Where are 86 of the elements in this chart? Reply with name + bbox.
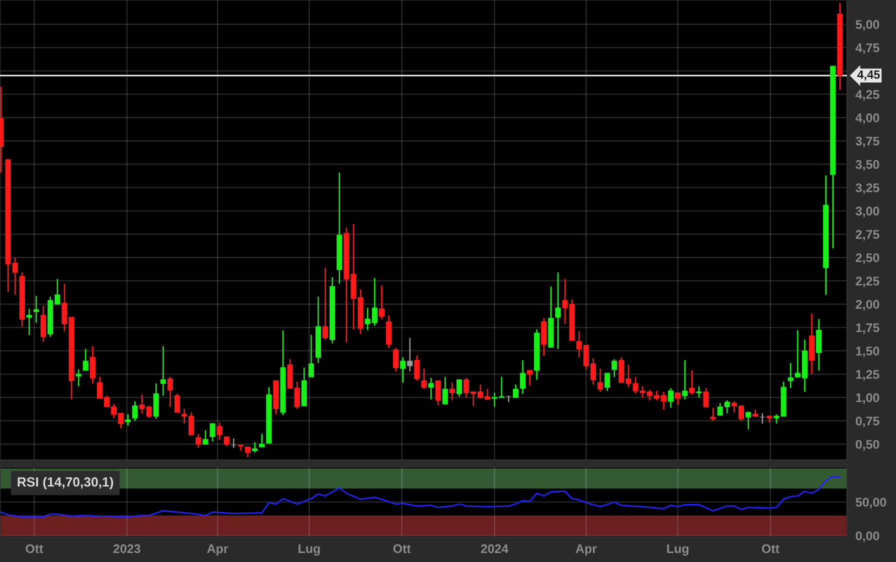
candlestick [400,356,406,384]
candlestick [216,422,222,440]
candlestick [760,412,766,424]
candlestick [167,376,173,408]
candlestick [703,388,709,408]
y-tick-label: 4,00 [856,113,880,124]
y-tick-label: 2,75 [856,230,880,241]
x-tick-label: Apr [576,544,597,556]
candlestick [224,436,230,447]
candlestick [421,368,427,390]
candlestick [174,393,180,414]
candlestick [40,305,46,342]
y-tick-label: 3,00 [856,206,880,218]
y-tick-label: 4,25 [856,90,880,101]
ref-line-label: 4,45 [857,70,880,80]
candlestick [696,386,702,398]
x-tick-label: Apr [207,544,228,556]
x-tick-label: Lug [298,544,320,556]
candlestick [160,346,166,396]
candlestick [520,360,526,394]
y-tick-label: 1,75 [856,323,880,334]
y-tick-label: 2,50 [856,253,880,264]
y-tick-label: 50,00 [856,498,886,508]
text: RSI (14,70,30,1) [18,476,114,490]
candlestick [449,382,455,401]
candlestick [512,384,518,398]
x-tick-label: Ott [762,544,780,554]
y-tick-label: 5,00 [856,20,880,31]
y-tick-label: 0,75 [856,416,880,428]
candlestick [604,372,610,392]
x-tick-label: Ott [393,544,411,554]
x-tick-label: Lug [667,544,688,556]
candlestick [252,442,258,454]
line-series [0,476,841,518]
candlestick [244,446,251,458]
candlestick [202,430,208,445]
candlestick [196,433,202,448]
y-tick-label: 2,25 [856,276,880,288]
candlestick [414,354,420,382]
candlestick [541,318,547,356]
candlestick [259,433,265,448]
candlestick [746,410,752,430]
candlestick [668,388,674,408]
candlestick [393,347,399,372]
y-tick-label: 1,50 [856,346,880,358]
candlestick [435,380,441,406]
y-tick-label: 1,25 [856,370,880,381]
candlestick [710,407,716,422]
y-tick-label: 0,50 [856,440,880,451]
candlestick [230,438,236,448]
y-tick-label: 4,75 [856,44,880,54]
candlestick [132,400,138,422]
candlestick [675,392,681,406]
candlestick [386,314,392,349]
candlestick [153,382,159,420]
candlestick [612,358,618,378]
candlestick [816,318,822,372]
candlestick [407,337,413,372]
y-tick-label: 3,75 [856,136,880,148]
candlestick [378,284,384,320]
candlestick [210,422,216,442]
y-tick-label: 3,25 [856,183,880,194]
candlestick [456,379,462,398]
candlestick [90,346,96,384]
y-tick-label: 2,00 [856,300,880,311]
candlestick [442,376,448,405]
candlestick [555,272,561,350]
y-tick-label: 0,00 [856,531,880,542]
x-tick-label: Ott [26,544,44,554]
candlestick [597,368,604,393]
candlestick [33,295,40,324]
candlestick [76,368,82,387]
x-tick-label: 2024 [481,544,508,554]
y-tick-label: 3,50 [856,160,880,171]
candlestick [308,334,314,378]
candlestick [689,370,695,396]
candlestick [82,348,88,372]
candlestick [788,362,794,389]
candlestick [428,377,434,400]
candlestick [526,370,533,386]
candlestick [26,308,32,336]
x-tick-label: 2023 [113,544,140,554]
candlestick [682,360,688,400]
y-tick-label: 1,00 [856,393,880,404]
candlestick [322,267,328,340]
candlestick [125,414,131,426]
